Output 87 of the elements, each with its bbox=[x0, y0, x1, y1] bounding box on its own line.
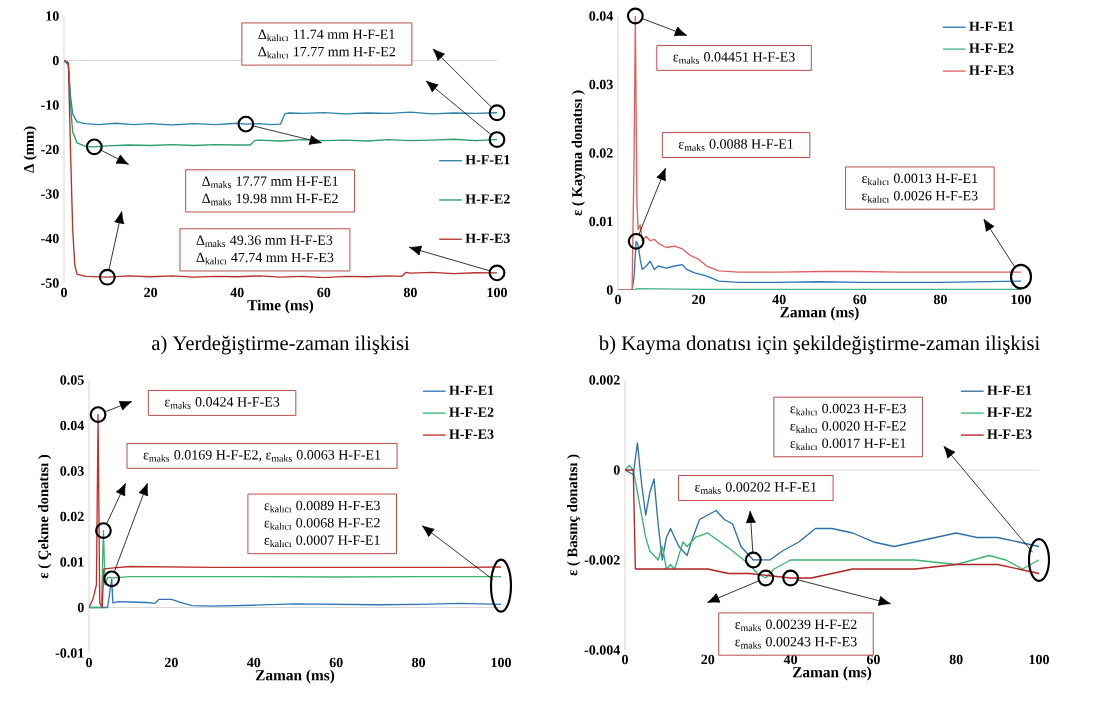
y-tick-label: 0.03 bbox=[60, 466, 84, 476]
y-tick-label: 0.02 bbox=[60, 511, 84, 522]
x-tick-label: 100 bbox=[1029, 654, 1049, 665]
legend-label: H-F-E3 bbox=[969, 65, 1014, 75]
y-tick-label: 0.002 bbox=[589, 375, 620, 385]
x-tick-label: 0 bbox=[86, 657, 92, 668]
y-tick-label: 0.02 bbox=[589, 148, 613, 158]
annotation: Δ$_{kalıcı}$ 17.77 mm H-F-E2 bbox=[258, 46, 396, 59]
x-tick-label: 40 bbox=[783, 654, 798, 665]
annotation: Δ$_{maks}$ 49.36 mm H-F-E3 bbox=[196, 235, 333, 247]
annotation: ε$_{kalıcı}$ 0.0026 H-F-E3 bbox=[862, 190, 978, 203]
legend-label: H-F-E3 bbox=[449, 429, 494, 439]
x-tick-label: 60 bbox=[866, 654, 880, 665]
legend-label: H-F-E1 bbox=[987, 385, 1032, 395]
annotation: ε$_{maks}$ 0.0169 H-F-E2, ε$_{maks}$ 0.0063 H-F-E1 bbox=[143, 450, 381, 462]
x-tick-label: 60 bbox=[853, 294, 867, 305]
x-tick-label: 80 bbox=[949, 654, 963, 665]
y-axis-title: ε ( Basınç donatısı ) bbox=[567, 454, 581, 576]
annotation: ε$_{kalıcı}$ 0.0013 H-F-E1 bbox=[862, 173, 978, 186]
x-tick-label: 60 bbox=[329, 657, 343, 668]
y-tick-label: -10 bbox=[41, 100, 59, 110]
y-tick-label: 10 bbox=[46, 11, 59, 21]
x-tick-label: 20 bbox=[144, 287, 158, 298]
annotation: ε$_{kalıcı}$ 0.0007 H-F-E1 bbox=[264, 535, 380, 547]
legend-label: H-F-E3 bbox=[987, 429, 1032, 439]
annotation: Δ$_{maks}$ 17.77 mm H-F-E1 bbox=[202, 176, 338, 188]
x-tick-label: 20 bbox=[164, 657, 178, 668]
text: a) Yerdeğiştirme-zaman ilişkisi bbox=[152, 335, 410, 355]
legend-label: H-F-E2 bbox=[465, 194, 510, 204]
annotation: ε$_{maks}$ 0.00202 H-F-E1 bbox=[695, 482, 817, 494]
legend-label: H-F-E2 bbox=[449, 407, 494, 417]
x-tick-label: 0 bbox=[622, 654, 628, 665]
annotation: ε$_{maks}$ 0.00239 H-F-E2 bbox=[735, 619, 857, 632]
y-tick-label: 0 bbox=[52, 55, 59, 66]
y-tick-label: 0 bbox=[613, 465, 620, 475]
x-tick-label: 80 bbox=[412, 657, 426, 668]
annotation: ε$_{kalıcı}$ 0.0017 H-F-E1 bbox=[790, 438, 906, 451]
legend-label: H-F-E3 bbox=[465, 233, 510, 244]
annotation: ε$_{kalıcı}$ 0.0020 H-F-E2 bbox=[790, 421, 906, 433]
text: b) Kayma donatısı için şekildeğiştirme-zaman ilişkisi bbox=[598, 335, 1040, 355]
y-tick-label: 0.04 bbox=[589, 11, 614, 21]
y-tick-label: 0.03 bbox=[589, 79, 613, 90]
y-tick-label: 0.01 bbox=[589, 216, 613, 227]
y-tick-label: -20 bbox=[41, 144, 59, 155]
y-tick-label: -0.004 bbox=[584, 645, 621, 655]
annotation: ε$_{kalıcı}$ 0.0089 H-F-E3 bbox=[264, 500, 380, 513]
legend-label: H-F-E1 bbox=[465, 155, 510, 165]
x-tick-label: 40 bbox=[230, 287, 244, 298]
y-tick-label: 0.05 bbox=[60, 375, 84, 385]
annotation: ε$_{kalıcı}$ 0.0068 H-F-E2 bbox=[264, 518, 380, 530]
y-tick-label: -0.002 bbox=[584, 555, 620, 565]
x-axis-title: Zaman (ms) bbox=[792, 666, 872, 681]
x-tick-label: 40 bbox=[772, 294, 786, 305]
legend-label: H-F-E2 bbox=[969, 43, 1014, 53]
x-axis-title: Time (ms) bbox=[247, 299, 314, 314]
x-tick-label: 40 bbox=[247, 657, 261, 668]
y-tick-label: 0 bbox=[77, 602, 84, 613]
y-axis-title: ε ( Kayma donatısı ) bbox=[571, 90, 585, 216]
legend-label: H-F-E1 bbox=[449, 385, 494, 395]
annotation: ε$_{maks}$ 0.04451 H-F-E3 bbox=[673, 52, 795, 64]
y-axis-title: Δ (mm) bbox=[23, 126, 37, 173]
y-axis-title: ε ( Çekme donatısı ) bbox=[38, 454, 52, 579]
y-tick-label: 0.04 bbox=[60, 420, 85, 431]
x-tick-label: 60 bbox=[317, 287, 331, 298]
y-tick-label: -50 bbox=[41, 278, 59, 288]
x-tick-label: 80 bbox=[933, 294, 947, 305]
annotation: Δ$_{kalıcı}$ 11.74 mm H-F-E1 bbox=[258, 29, 395, 42]
legend-label: H-F-E1 bbox=[969, 21, 1014, 31]
x-tick-label: 100 bbox=[491, 657, 511, 668]
y-tick-label: -30 bbox=[41, 189, 59, 199]
annotation: ε$_{maks}$ 0.0424 H-F-E3 bbox=[164, 397, 280, 409]
x-tick-label: 80 bbox=[403, 287, 417, 298]
x-tick-label: 20 bbox=[701, 654, 715, 665]
x-axis-title: Zaman (ms) bbox=[780, 306, 859, 321]
x-axis-title: Zaman (ms) bbox=[255, 669, 335, 684]
x-tick-label: 100 bbox=[487, 287, 507, 298]
annotation: Δ$_{maks}$ 19.98 mm H-F-E2 bbox=[202, 193, 338, 206]
annotation: ε$_{maks}$ 0.00243 H-F-E3 bbox=[735, 636, 857, 649]
y-tick-label: -40 bbox=[41, 233, 59, 244]
annotation: Δ$_{kalıcı}$ 47.74 mm H-F-E3 bbox=[196, 252, 334, 265]
annotation: ε$_{maks}$ 0.0088 H-F-E1 bbox=[678, 139, 793, 151]
annotation: ε$_{kalıcı}$ 0.0023 H-F-E3 bbox=[790, 403, 906, 416]
y-tick-label: 0.01 bbox=[60, 557, 84, 567]
x-tick-label: 100 bbox=[1011, 294, 1031, 305]
x-tick-label: 20 bbox=[692, 294, 706, 305]
legend-label: H-F-E2 bbox=[987, 407, 1032, 417]
y-tick-label: -0.01 bbox=[55, 648, 84, 658]
